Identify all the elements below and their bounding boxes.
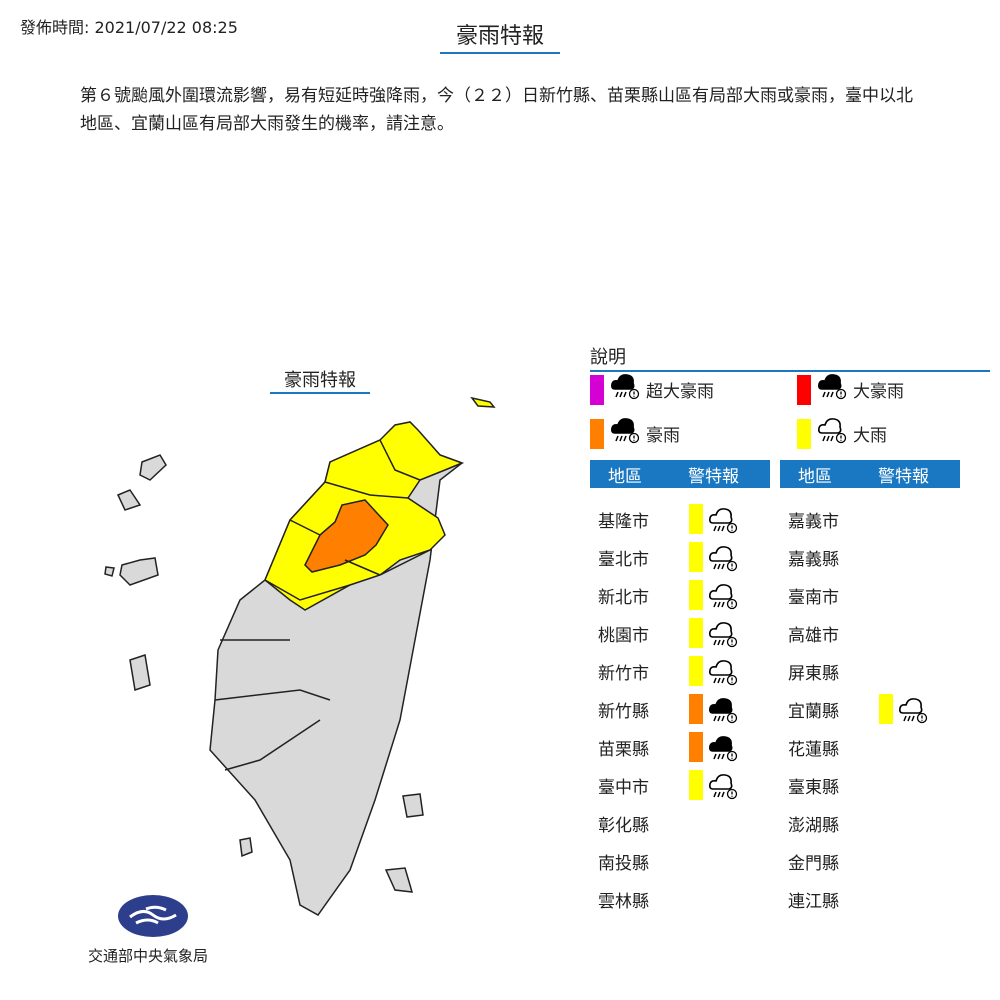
region-name: 屏東縣 xyxy=(788,663,839,684)
warning-level-swatch xyxy=(689,580,703,610)
description: 第６號颱風外圍環流影響，易有短延時強降雨，今（２２）日新竹縣、苗栗縣山區有局部大… xyxy=(80,86,913,134)
table-row: 嘉義市 xyxy=(780,500,960,538)
region-name: 宜蘭縣 xyxy=(788,701,839,722)
region-name: 基隆市 xyxy=(598,511,649,532)
table-row: 連江縣 xyxy=(780,880,960,918)
region-name: 澎湖縣 xyxy=(788,815,839,836)
rain-outline-icon xyxy=(708,658,738,693)
liuqiu-island xyxy=(239,837,253,858)
table-row: 臺南市 xyxy=(780,576,960,614)
legend-swatch xyxy=(590,374,604,405)
legend-label: 大豪雨 xyxy=(853,382,904,402)
rain-outline-icon xyxy=(708,506,738,541)
table-row: 新竹縣 xyxy=(590,690,770,728)
penghu-islands xyxy=(104,454,167,691)
table-row: 澎湖縣 xyxy=(780,804,960,842)
rain-outline-icon xyxy=(898,696,928,731)
map-title: 豪雨特報 xyxy=(270,366,370,394)
warning-level-swatch xyxy=(689,542,703,572)
region-name: 臺北市 xyxy=(598,549,649,570)
heavy-rain-filled-icon xyxy=(708,696,738,731)
region-name: 新竹縣 xyxy=(598,701,649,722)
table-row: 桃園市 xyxy=(590,614,770,652)
table-row: 臺北市 xyxy=(590,538,770,576)
torrential-rain-icon xyxy=(610,372,640,407)
table-header-left: 地區 警特報 xyxy=(590,460,770,488)
issued-time: 發佈時間: 2021/07/22 08:25 xyxy=(20,18,238,37)
rain-outline-icon xyxy=(708,620,738,655)
legend-item: 大雨 xyxy=(797,416,887,451)
map-region-orange xyxy=(304,499,389,573)
region-name: 連江縣 xyxy=(788,891,839,912)
orchid-island xyxy=(384,867,414,893)
table-row: 屏東縣 xyxy=(780,652,960,690)
table-row: 南投縣 xyxy=(590,842,770,880)
legend-title: 說明 xyxy=(590,343,990,372)
heavy-rain-filled-icon xyxy=(708,734,738,769)
region-name: 南投縣 xyxy=(598,853,649,874)
legend-swatch xyxy=(797,374,811,405)
region-name: 新北市 xyxy=(598,587,649,608)
table-row: 金門縣 xyxy=(780,842,960,880)
region-name: 高雄市 xyxy=(788,625,839,646)
table-row: 宜蘭縣 xyxy=(780,690,960,728)
warning-level-swatch xyxy=(689,618,703,648)
turtle-island xyxy=(470,396,496,408)
legend-label: 大雨 xyxy=(853,426,887,446)
torrential-rain-icon xyxy=(817,372,847,407)
legend-swatch xyxy=(590,418,604,449)
header-warning: 警特報 xyxy=(688,466,739,487)
table-row: 苗栗縣 xyxy=(590,728,770,766)
table-row: 花蓮縣 xyxy=(780,728,960,766)
agency-name: 交通部中央氣象局 xyxy=(88,947,209,965)
cwb-logo xyxy=(118,895,188,937)
region-name: 花蓮縣 xyxy=(788,739,839,760)
table-row: 基隆市 xyxy=(590,500,770,538)
warning-level-swatch xyxy=(689,504,703,534)
rain-outline-icon xyxy=(708,772,738,807)
region-name: 臺東縣 xyxy=(788,777,839,798)
region-name: 臺中市 xyxy=(598,777,649,798)
table-row: 臺中市 xyxy=(590,766,770,804)
legend-swatch xyxy=(797,418,811,449)
header-warning: 警特報 xyxy=(878,466,929,487)
rain-outline-icon xyxy=(708,582,738,617)
legend-item: 超大豪雨 xyxy=(590,372,714,407)
region-name: 苗栗縣 xyxy=(598,739,649,760)
region-name: 金門縣 xyxy=(788,853,839,874)
header-region: 地區 xyxy=(608,466,642,487)
table-row: 新竹市 xyxy=(590,652,770,690)
rain-outline-icon xyxy=(817,416,847,451)
table-row: 雲林縣 xyxy=(590,880,770,918)
heavy-rain-filled-icon xyxy=(610,416,640,451)
region-name: 臺南市 xyxy=(788,587,839,608)
warning-level-swatch xyxy=(879,694,893,724)
region-name: 雲林縣 xyxy=(598,891,649,912)
legend-label: 超大豪雨 xyxy=(646,382,714,402)
green-island xyxy=(402,793,424,818)
legend-item: 大豪雨 xyxy=(797,372,904,407)
table-header-right: 地區 警特報 xyxy=(780,460,960,488)
rain-outline-icon xyxy=(708,544,738,579)
table-row: 高雄市 xyxy=(780,614,960,652)
legend-label: 豪雨 xyxy=(646,426,680,446)
region-name: 新竹市 xyxy=(598,663,649,684)
legend-item: 豪雨 xyxy=(590,416,680,451)
region-name: 嘉義縣 xyxy=(788,549,839,570)
taiwan-map xyxy=(104,396,496,916)
warning-level-swatch xyxy=(689,732,703,762)
warning-level-swatch xyxy=(689,656,703,686)
table-row: 嘉義縣 xyxy=(780,538,960,576)
region-name: 彰化縣 xyxy=(598,815,649,836)
warning-level-swatch xyxy=(689,694,703,724)
header-region: 地區 xyxy=(798,466,832,487)
region-name: 嘉義市 xyxy=(788,511,839,532)
region-name: 桃園市 xyxy=(598,625,649,646)
page-title: 豪雨特報 xyxy=(440,18,560,54)
table-row: 彰化縣 xyxy=(590,804,770,842)
warning-level-swatch xyxy=(689,770,703,800)
table-row: 新北市 xyxy=(590,576,770,614)
table-row: 臺東縣 xyxy=(780,766,960,804)
